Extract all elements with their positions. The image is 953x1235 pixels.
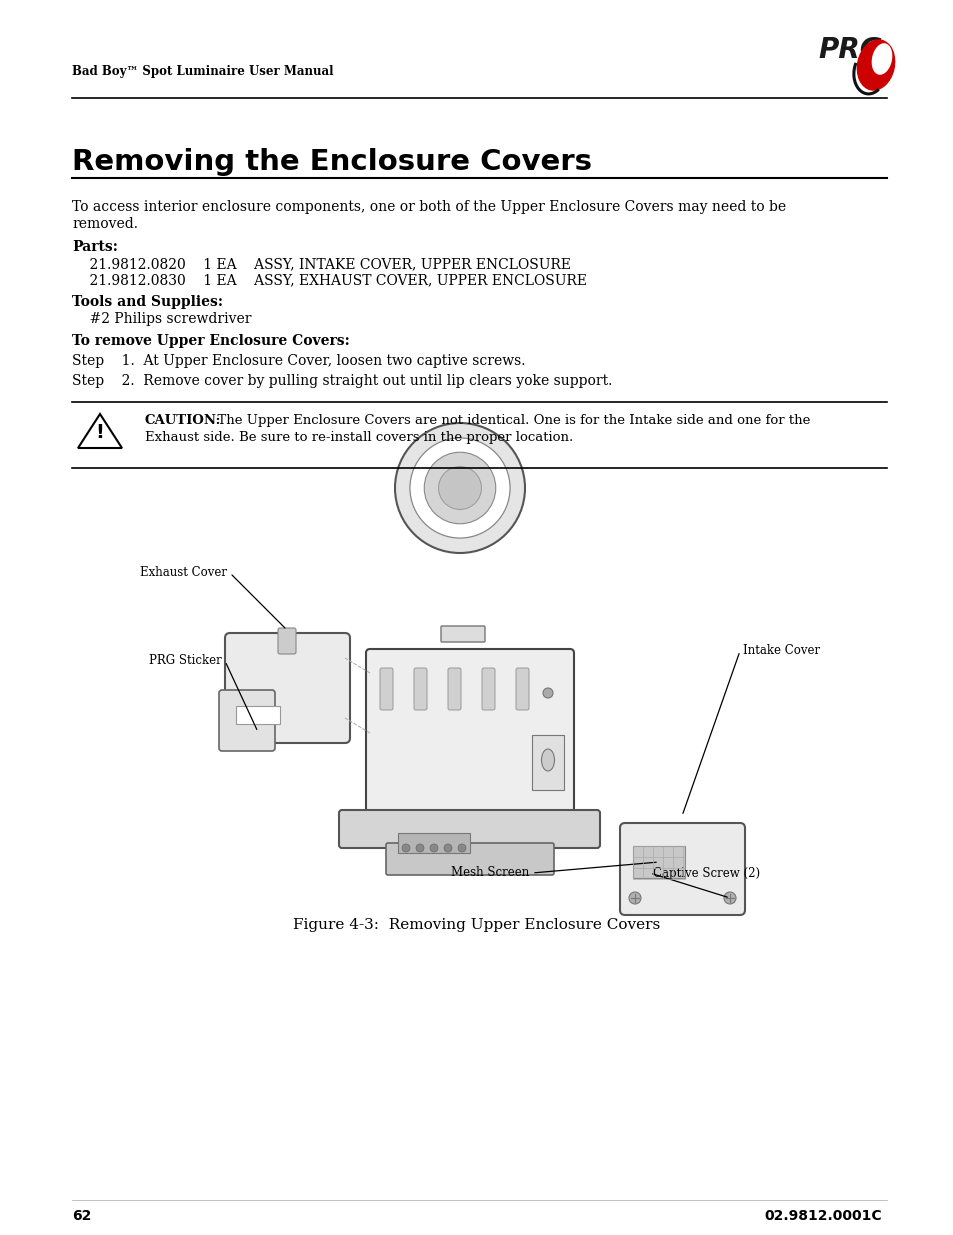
Circle shape bbox=[416, 844, 423, 852]
Polygon shape bbox=[78, 414, 122, 448]
Ellipse shape bbox=[541, 748, 554, 771]
Circle shape bbox=[457, 844, 465, 852]
Text: #2 Philips screwdriver: #2 Philips screwdriver bbox=[71, 312, 252, 326]
FancyBboxPatch shape bbox=[219, 690, 274, 751]
Text: To access interior enclosure components, one or both of the Upper Enclosure Cove: To access interior enclosure components,… bbox=[71, 200, 785, 214]
Text: PRG Sticker: PRG Sticker bbox=[149, 655, 222, 667]
Ellipse shape bbox=[424, 452, 496, 524]
FancyBboxPatch shape bbox=[379, 668, 393, 710]
Text: Step    1.  At Upper Enclosure Cover, loosen two captive screws.: Step 1. At Upper Enclosure Cover, loosen… bbox=[71, 354, 525, 368]
Circle shape bbox=[628, 892, 640, 904]
Ellipse shape bbox=[438, 467, 481, 510]
FancyBboxPatch shape bbox=[448, 668, 460, 710]
Text: !: ! bbox=[95, 422, 104, 441]
Text: 21.9812.0820    1 EA    ASSY, INTAKE COVER, UPPER ENCLOSURE: 21.9812.0820 1 EA ASSY, INTAKE COVER, UP… bbox=[71, 257, 571, 270]
Text: Bad Boy™ Spot Luminaire User Manual: Bad Boy™ Spot Luminaire User Manual bbox=[71, 65, 334, 79]
Text: Exhaust Cover: Exhaust Cover bbox=[140, 567, 227, 579]
FancyBboxPatch shape bbox=[440, 626, 484, 642]
Text: To remove Upper Enclosure Covers:: To remove Upper Enclosure Covers: bbox=[71, 333, 350, 348]
FancyBboxPatch shape bbox=[619, 823, 744, 915]
FancyBboxPatch shape bbox=[516, 668, 529, 710]
Text: Figure 4-3:  Removing Upper Enclosure Covers: Figure 4-3: Removing Upper Enclosure Cov… bbox=[294, 918, 659, 932]
FancyBboxPatch shape bbox=[397, 832, 470, 853]
FancyBboxPatch shape bbox=[235, 706, 280, 724]
Text: removed.: removed. bbox=[71, 217, 138, 231]
Text: Removing the Enclosure Covers: Removing the Enclosure Covers bbox=[71, 148, 592, 177]
FancyBboxPatch shape bbox=[366, 650, 574, 811]
Circle shape bbox=[542, 688, 553, 698]
Text: Intake Cover: Intake Cover bbox=[742, 645, 820, 657]
FancyBboxPatch shape bbox=[532, 735, 563, 790]
Text: Exhaust side. Be sure to re-install covers in the proper location.: Exhaust side. Be sure to re-install cove… bbox=[145, 431, 573, 445]
FancyBboxPatch shape bbox=[386, 844, 554, 876]
FancyBboxPatch shape bbox=[225, 634, 350, 743]
Text: PRG: PRG bbox=[817, 36, 882, 64]
Text: Step    2.  Remove cover by pulling straight out until lip clears yoke support.: Step 2. Remove cover by pulling straight… bbox=[71, 374, 612, 388]
Ellipse shape bbox=[856, 40, 895, 90]
FancyBboxPatch shape bbox=[414, 668, 427, 710]
Ellipse shape bbox=[395, 424, 524, 553]
Text: 62: 62 bbox=[71, 1209, 91, 1223]
Text: Captive Screw (2): Captive Screw (2) bbox=[652, 867, 760, 879]
FancyBboxPatch shape bbox=[338, 810, 599, 848]
Text: Parts:: Parts: bbox=[71, 240, 118, 254]
Circle shape bbox=[723, 892, 735, 904]
Circle shape bbox=[401, 844, 410, 852]
Text: 02.9812.0001C: 02.9812.0001C bbox=[763, 1209, 882, 1223]
Text: The Upper Enclosure Covers are not identical. One is for the Intake side and one: The Upper Enclosure Covers are not ident… bbox=[209, 414, 809, 427]
Circle shape bbox=[430, 844, 437, 852]
Text: Mesh Screen: Mesh Screen bbox=[450, 867, 529, 879]
Ellipse shape bbox=[410, 438, 510, 538]
Circle shape bbox=[443, 844, 452, 852]
Text: CAUTION:: CAUTION: bbox=[145, 414, 221, 427]
Text: Tools and Supplies:: Tools and Supplies: bbox=[71, 295, 223, 309]
Text: 21.9812.0830    1 EA    ASSY, EXHAUST COVER, UPPER ENCLOSURE: 21.9812.0830 1 EA ASSY, EXHAUST COVER, U… bbox=[71, 273, 586, 287]
Ellipse shape bbox=[871, 43, 891, 75]
FancyBboxPatch shape bbox=[277, 629, 295, 655]
FancyBboxPatch shape bbox=[633, 846, 684, 878]
FancyBboxPatch shape bbox=[481, 668, 495, 710]
